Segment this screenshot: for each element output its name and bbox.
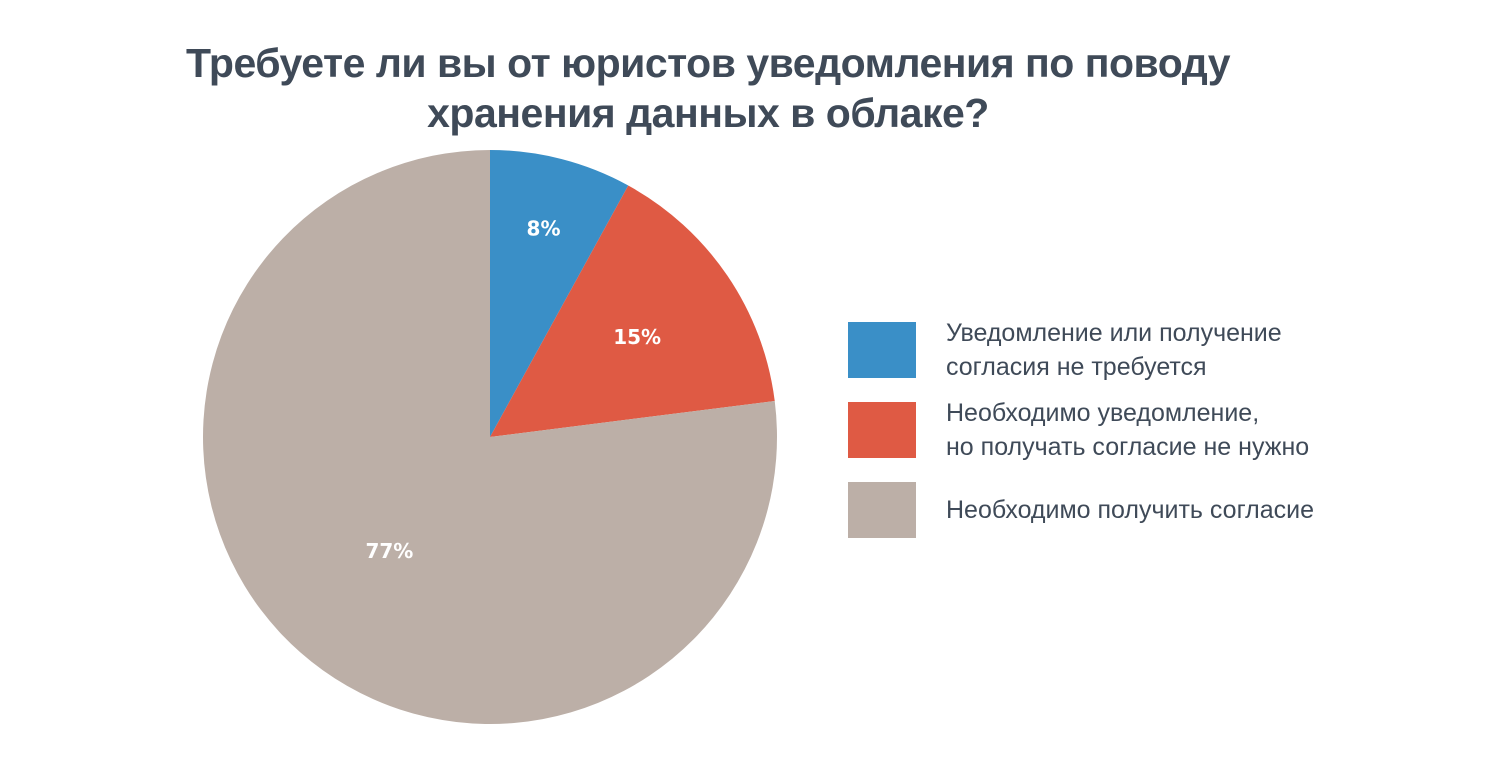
pie-slice [203,150,777,724]
chart-title-line-1: Требуете ли вы от юристов уведомления по… [185,40,1231,86]
legend-label: Необходимо получить согласие [946,496,1315,524]
legend-swatch [848,402,916,458]
data-label: 15% [613,325,661,349]
legend-item-notice-only: Необходимо уведомление, но получать согл… [848,399,1448,461]
legend-item-consent: Необходимо получить согласие [848,482,1448,538]
legend-label: Необходимо уведомление, но получать согл… [946,399,1310,461]
pie-slice [490,185,775,437]
data-label: 8% [527,217,561,241]
data-label: 77% [365,539,413,563]
chart-title-line-2: хранения данных в облаке? [427,90,989,136]
chart-title: Требуете ли вы от юристов уведомления по… [0,38,1416,138]
legend-item-no-notice: Уведомление или получение согласия не тр… [848,319,1448,381]
legend-label: Уведомление или получение согласия не тр… [946,319,1282,381]
legend-swatch [848,322,916,378]
pie-slice [490,150,629,437]
legend-swatch [848,482,916,538]
